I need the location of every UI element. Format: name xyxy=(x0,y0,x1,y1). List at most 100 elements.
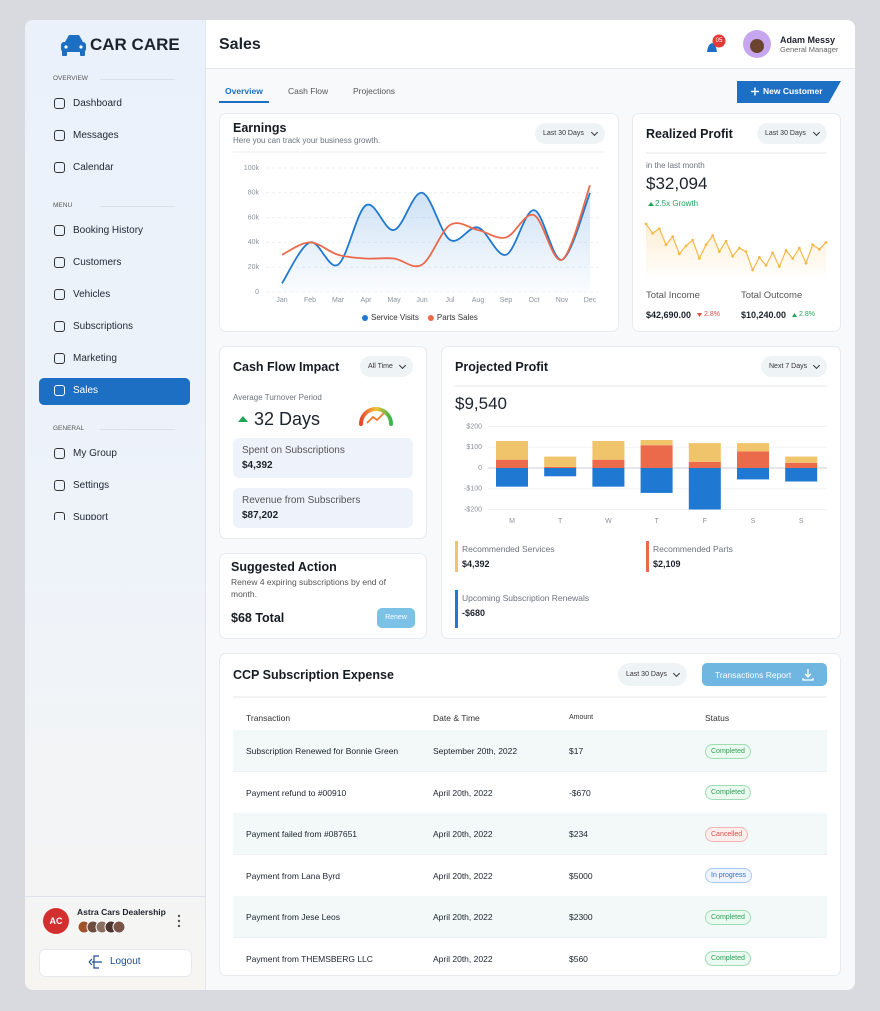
legend-total: -$680 xyxy=(462,608,486,618)
cell-transaction: Subscription Renewed for Bonnie Green xyxy=(246,746,399,756)
status-pill: Completed xyxy=(705,909,751,925)
section-rule xyxy=(100,429,175,430)
dropdown[interactable] xyxy=(535,123,605,144)
column-header: Status xyxy=(705,713,730,723)
dropdown[interactable] xyxy=(761,356,827,377)
nav-icon xyxy=(54,225,65,236)
nav-item[interactable]: My Group xyxy=(73,448,117,459)
nav-icon xyxy=(54,257,65,268)
dropdown-label[interactable]: Last 30 Days xyxy=(543,129,584,137)
cell-transaction: Payment failed from #087651 xyxy=(246,829,358,839)
badge-count: 05 xyxy=(715,38,723,44)
nav-icon xyxy=(54,130,65,141)
column-header: Transaction xyxy=(246,713,291,723)
legend-total: $4,392 xyxy=(462,559,490,569)
nav-icon xyxy=(54,162,65,173)
realized-amount: $32,094 xyxy=(646,174,708,193)
renew-button[interactable] xyxy=(377,608,415,628)
status-pill: Completed xyxy=(705,743,751,759)
cash-flow-title: Cash Flow Impact xyxy=(233,360,340,374)
realized-profit-card xyxy=(632,113,841,332)
table-body: Transaction Date & Time Amount Status Subscr… xyxy=(219,653,841,975)
legend-total: $2,109 xyxy=(653,559,681,569)
brand: CAR CARE xyxy=(90,35,180,54)
sidebar-divider xyxy=(25,896,205,897)
cell-amount: $5000 xyxy=(569,870,593,881)
dropdown-label[interactable]: Last 30 Days xyxy=(626,670,667,678)
tab[interactable]: Overview xyxy=(225,86,263,96)
nav-icon xyxy=(54,512,65,520)
dropdown[interactable] xyxy=(618,663,687,686)
dropdown-label[interactable]: Next 7 Days xyxy=(769,362,808,370)
tab[interactable]: Cash Flow xyxy=(288,86,329,96)
report-button[interactable] xyxy=(702,663,827,686)
tab[interactable]: Projections xyxy=(353,86,396,96)
header-bar xyxy=(206,20,855,69)
total-amount: $42,690.00 xyxy=(646,310,692,320)
nav-item[interactable]: Subscriptions xyxy=(73,321,134,332)
logout-label[interactable]: Logout xyxy=(110,956,141,967)
legend-label: Recommended Parts xyxy=(653,544,733,554)
cell-date: September 20th, 2022 xyxy=(433,746,518,756)
suggested-title: Suggested Action xyxy=(231,560,337,574)
new-customer-button[interactable] xyxy=(737,81,841,103)
renew-label[interactable]: Renew xyxy=(385,614,407,621)
stat-box xyxy=(233,488,413,528)
legend-label: Recommended Services xyxy=(462,544,555,554)
logout-button[interactable] xyxy=(39,949,192,977)
new-customer-label[interactable]: New Customer xyxy=(763,86,823,96)
nav-item[interactable]: Booking History xyxy=(73,225,144,236)
nav-item[interactable]: Marketing xyxy=(73,353,117,364)
cell-transaction: Payment from Jese Leos xyxy=(246,912,341,922)
projected-title: Projected Profit xyxy=(455,360,549,374)
nav-icon xyxy=(54,289,65,300)
cell-date: April 20th, 2022 xyxy=(433,829,493,839)
metric-value: 32 Days xyxy=(254,409,321,429)
cell-amount: $560 xyxy=(569,953,588,964)
status-pill: In progress xyxy=(705,868,753,883)
total-change: 2.8% xyxy=(704,311,720,318)
stat-label: Spent on Subscriptions xyxy=(242,445,345,456)
nav-item[interactable]: Customers xyxy=(73,257,122,268)
table-title: CCP Subscription Expense xyxy=(233,668,394,682)
sidebar xyxy=(25,20,206,990)
dropdown[interactable] xyxy=(360,356,413,377)
dropdown-label[interactable]: All Time xyxy=(368,362,393,370)
cell-amount: $2300 xyxy=(569,912,593,922)
total-change: 2.8% xyxy=(799,311,815,318)
column-header: Date & Time xyxy=(433,713,480,723)
earnings-title: Earnings xyxy=(233,121,287,135)
dropdown-label[interactable]: Last 30 Days xyxy=(765,129,806,137)
realized-title: Realized Profit xyxy=(646,127,733,141)
cell-date: April 20th, 2022 xyxy=(433,912,493,922)
nav-item[interactable]: Settings xyxy=(73,480,110,491)
dropdown[interactable] xyxy=(757,123,827,144)
section-label: MENU xyxy=(53,202,73,209)
total-label: Total Outcome xyxy=(741,290,803,301)
nav-icon xyxy=(54,321,65,332)
section-rule xyxy=(100,206,175,207)
column-header: Amount xyxy=(569,714,594,721)
nav-item[interactable]: Calendar xyxy=(73,162,114,173)
nav-item[interactable]: Messages xyxy=(73,130,119,141)
status-pill: Cancelled xyxy=(705,826,749,842)
nav-icon xyxy=(54,98,65,109)
nav-item[interactable]: Vehicles xyxy=(73,289,111,300)
earnings-subtitle: Here you can track your business growth. xyxy=(233,136,381,145)
nav-item[interactable]: Support xyxy=(73,512,109,520)
report-label[interactable]: Transactions Report xyxy=(715,670,792,680)
cell-amount: $17 xyxy=(569,746,584,756)
cell-date: April 20th, 2022 xyxy=(433,870,493,881)
projected-amount: $9,540 xyxy=(455,394,507,413)
section-rule xyxy=(100,79,175,80)
user-name: Adam Messy xyxy=(780,35,836,45)
user-role: General Manager xyxy=(780,45,839,54)
page-title: Sales xyxy=(219,36,261,53)
realized-caption: in the last month xyxy=(646,161,705,170)
suggested-total: $68 Total xyxy=(231,611,285,625)
legend-label: Upcoming Subscription Renewals xyxy=(462,593,590,603)
nav-item[interactable]: Sales xyxy=(73,385,99,396)
nav-item[interactable]: Dashboard xyxy=(73,98,122,109)
cell-date: April 20th, 2022 xyxy=(433,953,493,964)
